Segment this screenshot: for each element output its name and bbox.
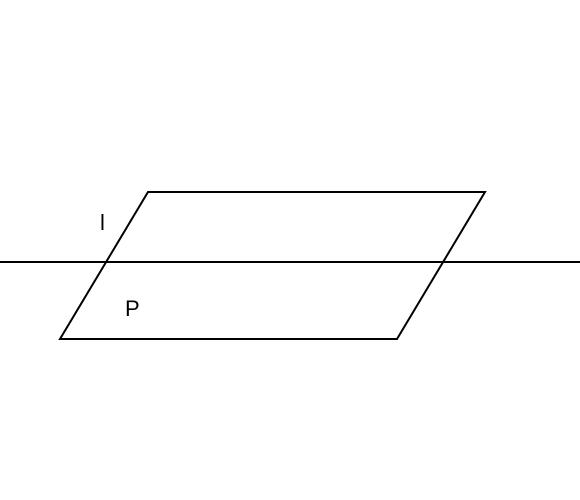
label-p: P [125, 296, 140, 322]
geometry-diagram [0, 0, 580, 500]
plane-parallelogram [60, 192, 485, 339]
label-l: l [100, 210, 105, 236]
